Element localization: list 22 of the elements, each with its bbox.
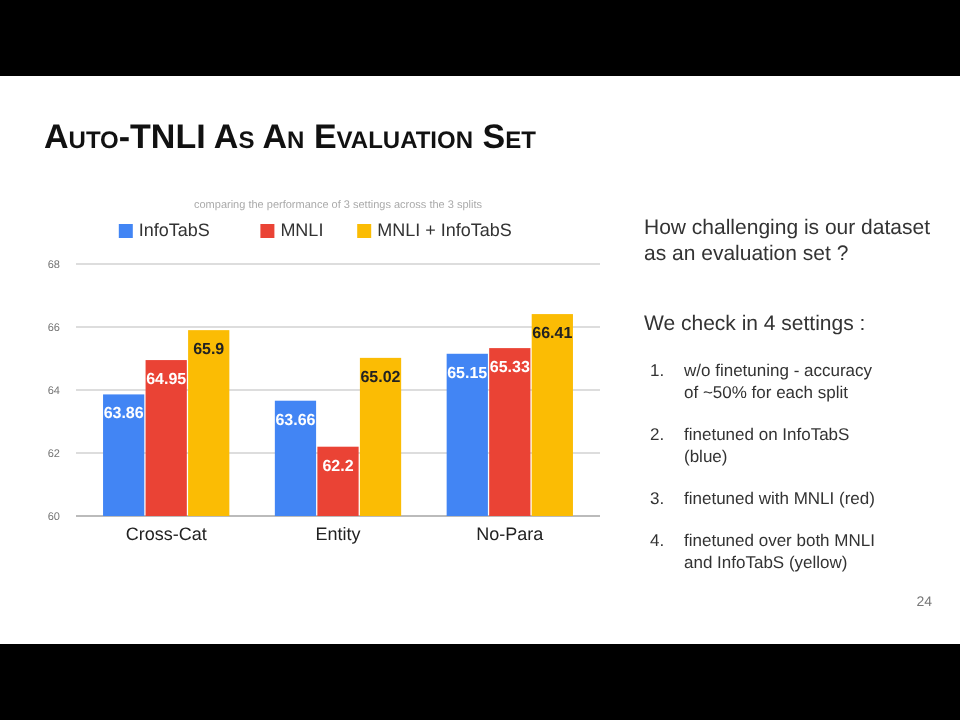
text: We check in 4 settings : (644, 312, 866, 336)
data-label: 65.33 (489, 358, 531, 377)
data-label: 63.86 (103, 404, 145, 423)
data-label: 64.95 (146, 370, 188, 389)
legend-label: InfoTabS (138, 220, 210, 240)
x-tick-label: Entity (315, 524, 362, 544)
text: How challenging is our dataset as an evaluation set ? (644, 216, 931, 266)
data-label: 62.2 (322, 456, 355, 475)
data-label: 65.02 (360, 367, 402, 386)
legend-label: MNLI + InfoTabS (377, 220, 512, 240)
data-label: 63.66 (275, 410, 317, 429)
text: 1. w/o finetuning - accuracy of ~50% for each split (650, 360, 874, 402)
text: 4. finetuned over both MNLI and InfoTabS (yellow) (650, 530, 875, 572)
data-label: 66.41 (532, 324, 574, 343)
legend-label: MNLI (280, 220, 324, 240)
data-label: 65.9 (193, 340, 226, 359)
text: 2. finetuned on InfoTabS (blue) (650, 424, 851, 466)
data-label: 65.15 (447, 363, 489, 382)
chart-title: Auto-TNLI As An Evaluation Set (44, 118, 538, 156)
x-tick-label: Cross-Cat (125, 524, 208, 544)
x-tick-label: No-Para (476, 524, 544, 544)
text: 3. finetuned with MNLI (red) (650, 488, 876, 508)
